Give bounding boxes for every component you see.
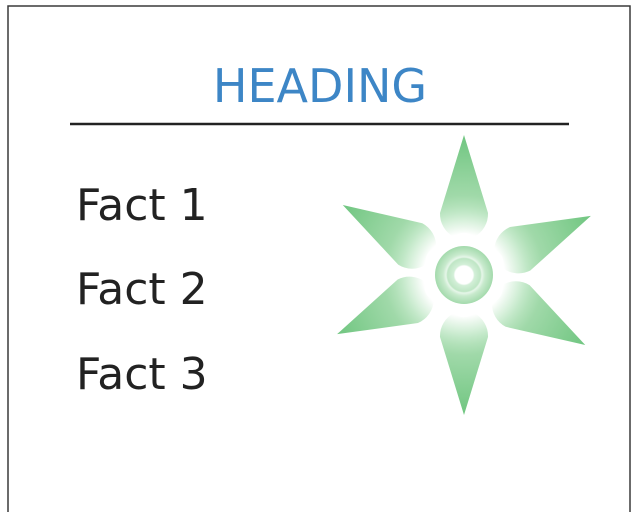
fact: Fact 3 [76, 349, 208, 400]
page: HEADING Fact 1 Fact 2 Fact 3 (() => { co… [0, 0, 635, 512]
heading: HEADING [213, 59, 427, 113]
fact: Fact 1 [76, 180, 208, 231]
slide: HEADING Fact 1 Fact 2 Fact 3 [0, 0, 635, 512]
star-center [435, 246, 493, 304]
fact: Fact 2 [76, 264, 208, 315]
